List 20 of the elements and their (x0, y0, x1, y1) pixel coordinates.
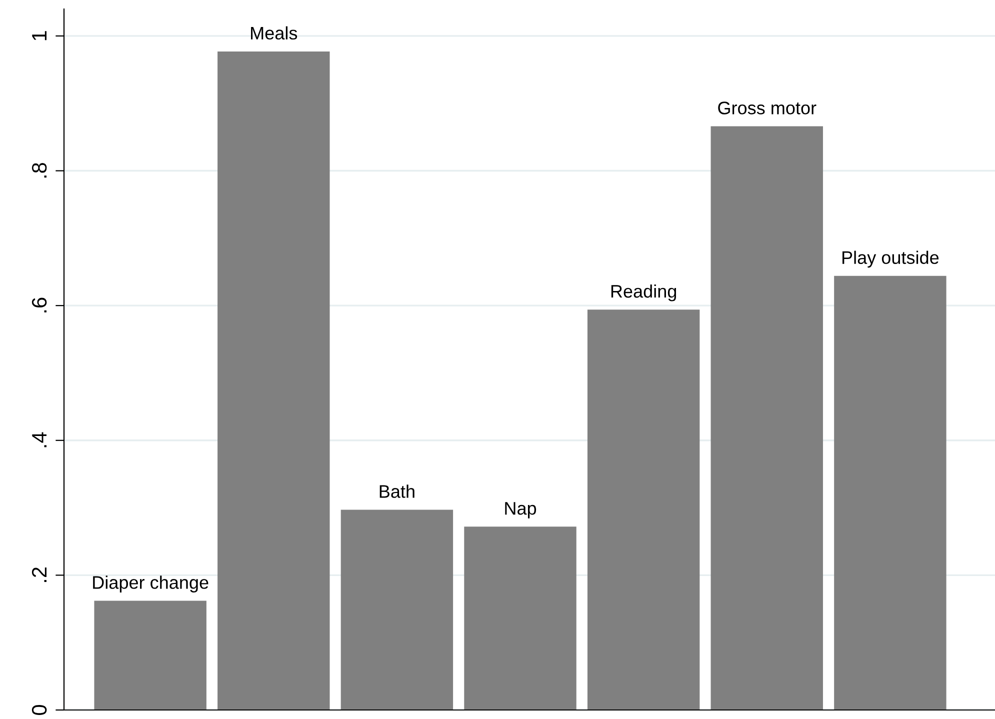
y-tick-label: .8 (32, 162, 47, 178)
x-tick-label: Bath (380, 484, 414, 498)
y-tick-label: .4 (32, 432, 46, 448)
y-tick-label: 1 (32, 31, 46, 40)
bar (464, 526, 576, 710)
x-tick-label: Play outside (842, 250, 939, 268)
y-tick-label: .2 (32, 568, 46, 582)
x-tick-label: Reading (611, 284, 676, 302)
bar (218, 51, 330, 710)
x-tick-label: Gross motor (718, 102, 816, 114)
bar (94, 600, 206, 710)
bar (340, 510, 454, 710)
bar (834, 276, 946, 710)
y-tick-label: 0 (32, 705, 47, 715)
x-tick-label: Nap (505, 502, 536, 518)
bar (710, 126, 823, 710)
bar (587, 310, 700, 710)
y-tick-label: .6 (32, 298, 47, 312)
x-tick-label: Meals (251, 26, 298, 40)
x-tick-label: Diaper change (93, 576, 208, 592)
